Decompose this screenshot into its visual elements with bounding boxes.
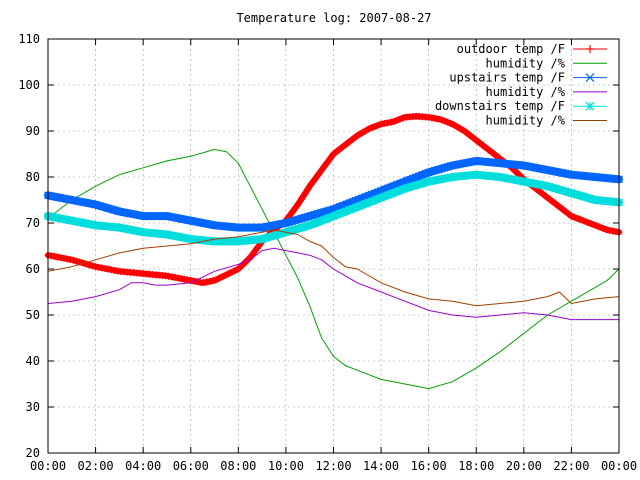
x-tick-label: 14:00 [363,459,399,473]
x-tick-label: 22:00 [553,459,589,473]
legend-label: humidity /% [486,85,566,99]
series-lines [44,112,623,390]
x-tick-label: 06:00 [173,459,209,473]
series-line [47,148,620,390]
legend-marker [586,45,594,53]
legend-label: humidity /% [486,56,566,70]
y-tick-label: 40 [26,354,40,368]
y-tick-label: 100 [18,78,40,92]
y-tick-label: 20 [26,446,40,460]
grid [48,39,619,453]
y-tick-label: 50 [26,308,40,322]
x-tick-label: 00:00 [30,459,66,473]
x-tick-label: 16:00 [411,459,447,473]
x-tick-label: 18:00 [458,459,494,473]
x-tick-label: 00:00 [601,459,637,473]
x-tick-label: 12:00 [315,459,351,473]
x-tick-label: 10:00 [268,459,304,473]
legend-label: humidity /% [486,114,566,128]
legend-label: downstairs temp /F [435,99,565,113]
chart-title: Temperature log: 2007-08-27 [236,11,431,25]
y-tick-label: 80 [26,170,40,184]
series-4 [47,247,620,321]
series-6 [47,229,620,307]
series-1 [44,112,623,287]
series-line [47,247,620,321]
x-tick-label: 04:00 [125,459,161,473]
plot-frame [47,38,620,454]
legend-label: upstairs temp /F [449,71,565,85]
tick-labels: 00:00 02:00 04:00 06:00 08:00 10:00 12:00 14:00… [18,32,637,473]
x-tick-label: 20:00 [506,459,542,473]
y-tick-label: 110 [18,32,40,46]
legend-label: outdoor temp /F [457,42,565,56]
series-line [47,229,620,307]
y-tick-label: 60 [26,262,40,276]
y-tick-label: 70 [26,216,40,230]
series-2 [47,148,620,390]
x-tick-label: 08:00 [220,459,256,473]
y-tick-label: 90 [26,124,40,138]
legend-marker [585,73,595,83]
x-tick-label: 02:00 [78,459,114,473]
y-tick-label: 30 [26,400,40,414]
legend-marker [585,101,595,111]
